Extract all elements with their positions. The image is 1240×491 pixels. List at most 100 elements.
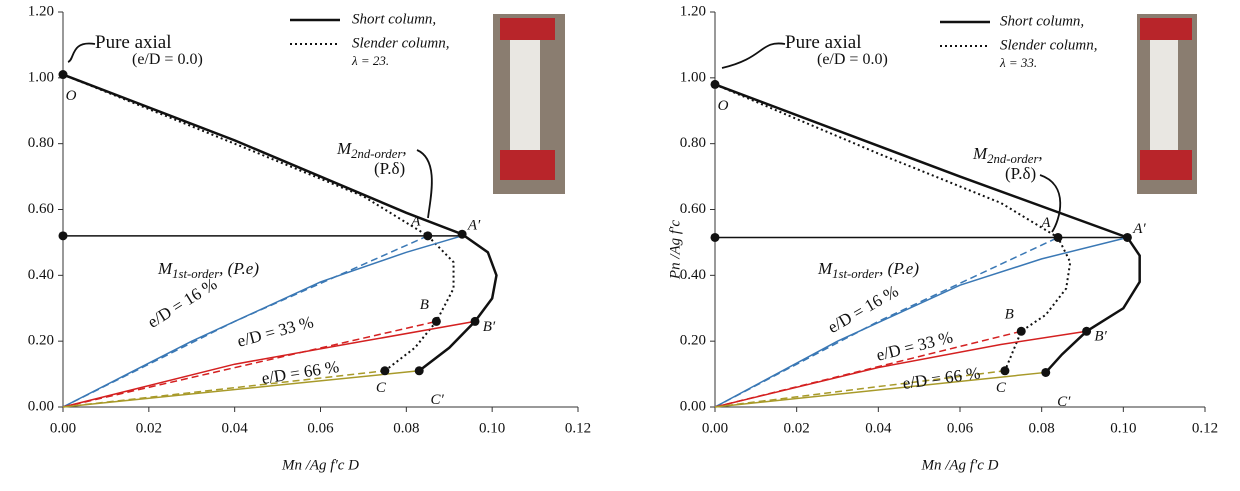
series-line — [714, 330, 1022, 408]
y-tick-label: 1.00 — [28, 69, 54, 85]
annotation: (P.δ) — [374, 159, 405, 178]
point-label: A — [1040, 215, 1051, 231]
point — [1041, 367, 1051, 377]
series-line — [714, 83, 1072, 372]
point — [710, 232, 720, 242]
point — [423, 231, 433, 241]
annotation: e/D = 66 % — [901, 363, 981, 393]
point-label: C′ — [1057, 394, 1071, 410]
y-tick-label: 0.60 — [28, 201, 54, 217]
annotation: M1st-order, (P.e) — [817, 259, 919, 281]
arrow — [721, 42, 786, 69]
annotation-part: Pure axial — [95, 32, 172, 53]
series-line — [714, 236, 1128, 408]
y-tick-label: 0.20 — [28, 333, 54, 349]
annotation-part: e/D = 33 % — [235, 312, 315, 351]
x-tick-label: 0.08 — [1029, 420, 1055, 436]
x-tick-label: 0.02 — [136, 420, 162, 436]
annotation: e/D = 16 % — [824, 281, 901, 336]
legend-label: Slender column, — [352, 35, 449, 51]
annotation: (e/D = 0.0) — [132, 51, 203, 68]
annotation-part: 2nd-order — [351, 147, 402, 161]
annotation-part: (P.δ) — [1005, 164, 1036, 183]
annotation-part: , — [1038, 144, 1042, 163]
y-axis-label: Pn /Ag f′c — [667, 220, 683, 280]
point — [58, 70, 68, 80]
annotation: (e/D = 0.0) — [817, 51, 888, 68]
arrow — [1039, 174, 1062, 233]
x-tick-label: 0.00 — [50, 420, 76, 436]
y-tick-label: 1.20 — [680, 3, 706, 19]
y-tick-label: 0.80 — [28, 135, 54, 151]
series-line — [714, 236, 1059, 408]
annotation-part: M — [972, 144, 988, 163]
point-label: A′ — [467, 218, 481, 234]
annotation-part: λ = 23. — [351, 53, 389, 68]
annotation: λ = 23. — [351, 53, 389, 68]
point-label: A′ — [1132, 221, 1146, 237]
annotation-part: , (P.e) — [219, 259, 259, 278]
annotation-part: , (P.e) — [879, 259, 919, 278]
annotation: e/D = 16 % — [144, 274, 220, 331]
series-line — [62, 320, 437, 408]
x-tick-label: 0.08 — [393, 420, 419, 436]
x-axis-label: Mn /Ag f′c D — [920, 457, 998, 473]
annotation-part: (P.δ) — [374, 159, 405, 178]
point — [1016, 326, 1026, 336]
point-label: C — [376, 380, 387, 396]
annotation-part: e/D = 16 % — [824, 281, 901, 336]
series-line — [714, 371, 1046, 408]
x-axis-label: Mn /Ag f′c D — [281, 457, 359, 473]
annotation-part: M — [336, 139, 352, 158]
point-label: B — [1005, 307, 1014, 323]
annotation-part: 2nd-order — [987, 152, 1038, 166]
point — [457, 229, 467, 239]
x-tick-label: 0.12 — [1192, 420, 1218, 436]
annotation: λ = 33. — [999, 55, 1037, 70]
y-tick-label: 0.20 — [680, 333, 706, 349]
y-tick-label: 0.00 — [680, 398, 706, 414]
arrow — [67, 42, 96, 63]
point — [710, 79, 720, 89]
series-line — [714, 330, 1087, 408]
point — [414, 366, 424, 376]
y-tick-label: 1.20 — [28, 3, 54, 19]
series-line — [62, 370, 420, 408]
x-tick-label: 0.04 — [865, 420, 892, 436]
point — [470, 316, 480, 326]
point-label: C′ — [431, 392, 445, 408]
annotation-part: 1st-order — [172, 267, 219, 281]
legend-label: Short column, — [352, 11, 436, 27]
series-line — [714, 83, 1141, 374]
x-tick-label: 0.10 — [1110, 420, 1136, 436]
x-tick-label: 0.12 — [565, 420, 591, 436]
legend-label: Slender column, — [1000, 37, 1097, 53]
series-line — [62, 235, 463, 408]
annotation-part: M — [157, 259, 173, 278]
point-label: B — [420, 297, 429, 313]
point — [1000, 366, 1010, 376]
series-line — [62, 370, 385, 408]
annotation-part: (e/D = 0.0) — [132, 51, 203, 68]
annotation-part: e/D = 33 % — [874, 327, 954, 364]
point — [1082, 326, 1092, 336]
y-tick-label: 0.60 — [680, 201, 706, 217]
point-label: B′ — [1094, 329, 1107, 345]
series-line — [62, 235, 429, 408]
annotation: e/D = 33 % — [874, 327, 954, 364]
y-tick-label: 0.80 — [680, 135, 706, 151]
point — [431, 316, 441, 326]
series-line — [62, 73, 498, 372]
annotation-part: λ = 33. — [999, 55, 1037, 70]
series-line — [62, 73, 455, 372]
y-tick-label: 1.00 — [680, 69, 706, 85]
annotation-part: Pure axial — [785, 32, 862, 53]
legend-label: Short column, — [1000, 13, 1084, 29]
point — [1122, 232, 1132, 242]
x-tick-label: 0.00 — [702, 420, 728, 436]
annotation: (P.δ) — [1005, 164, 1036, 183]
y-tick-label: 0.00 — [28, 398, 54, 414]
point-label: C — [996, 380, 1007, 396]
point — [380, 366, 390, 376]
